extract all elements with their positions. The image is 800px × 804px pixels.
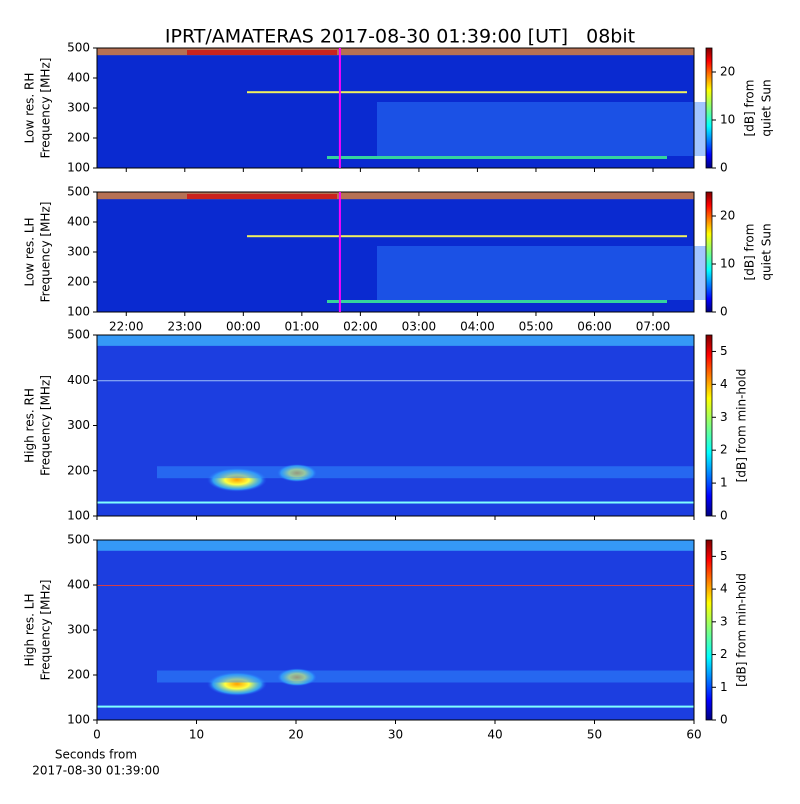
x-tick-label: 23:00 <box>167 320 202 334</box>
spectrogram-noise <box>247 91 687 94</box>
y-tick-label: 500 <box>67 185 90 199</box>
x-tick-label: 05:00 <box>519 320 554 334</box>
y-tick-label: 500 <box>67 328 90 342</box>
y-tick-label: 200 <box>67 668 90 682</box>
y-axis-label: Frequency [MHz] <box>39 58 53 159</box>
colorbar-label: [dB] from <box>743 80 757 137</box>
spectrogram-noise <box>97 380 694 382</box>
spectrogram-noise <box>377 246 707 300</box>
y-tick-label: 300 <box>67 101 90 115</box>
colorbar-tick-label: 5 <box>720 344 728 358</box>
y-axis-label: Low res. RH <box>23 73 37 144</box>
x-tick-label: 50 <box>587 728 602 742</box>
colorbar-tick-label: 1 <box>720 476 728 490</box>
spectrogram-noise <box>157 670 694 683</box>
y-tick-label: 400 <box>67 215 90 229</box>
y-tick-label: 200 <box>67 275 90 289</box>
x-tick-label: 04:00 <box>460 320 495 334</box>
colorbar-tick-label: 3 <box>720 614 728 628</box>
y-axis-label: Frequency [MHz] <box>39 202 53 303</box>
y-axis-label: Frequency [MHz] <box>39 375 53 476</box>
colorbar-tick-label: 3 <box>720 410 728 424</box>
y-tick-label: 100 <box>67 161 90 175</box>
x-tick-label: 07:00 <box>636 320 671 334</box>
y-tick-label: 300 <box>67 245 90 259</box>
x-tick-label: 01:00 <box>285 320 320 334</box>
x-axis-label: Seconds from <box>55 748 137 762</box>
y-tick-label: 100 <box>67 509 90 523</box>
y-tick-label: 500 <box>67 533 90 547</box>
colorbar <box>705 47 713 169</box>
spectrogram-noise <box>97 335 694 346</box>
colorbar-label: [dB] from min-hold <box>735 369 749 483</box>
spectrogram-noise <box>97 705 694 708</box>
x-tick-label: 03:00 <box>402 320 437 334</box>
colorbar-label: quiet Sun <box>760 223 774 280</box>
colorbar-tick-label: 5 <box>720 549 728 563</box>
y-tick-label: 100 <box>67 713 90 727</box>
y-tick-label: 400 <box>67 578 90 592</box>
colorbar-tick-label: 0 <box>720 509 728 523</box>
colorbar-tick-label: 4 <box>720 377 728 391</box>
colorbar-label: quiet Sun <box>760 79 774 136</box>
y-tick-label: 300 <box>67 418 90 432</box>
x-tick-label: 20 <box>288 728 303 742</box>
y-tick-label: 400 <box>67 71 90 85</box>
spectrogram-noise <box>327 300 667 303</box>
y-tick-label: 200 <box>67 131 90 145</box>
colorbar-label: [dB] from <box>743 224 757 281</box>
y-axis-label: Frequency [MHz] <box>39 580 53 681</box>
colorbar-tick-label: 0 <box>720 713 728 727</box>
spectrogram-noise <box>377 102 707 156</box>
y-tick-label: 300 <box>67 623 90 637</box>
spectrogram-noise <box>187 50 337 55</box>
spectrogram-noise <box>327 156 667 159</box>
x-tick-label: 22:00 <box>109 320 144 334</box>
x-tick-label: 02:00 <box>343 320 378 334</box>
spectrogram-noise <box>97 192 694 200</box>
colorbar-tick-label: 20 <box>720 65 735 79</box>
x-tick-label: 40 <box>487 728 502 742</box>
y-axis-label: Low res. LH <box>23 217 37 286</box>
spectrogram-noise <box>97 585 694 586</box>
y-axis-label: High res. LH <box>23 593 37 666</box>
x-tick-label: 30 <box>388 728 403 742</box>
spectrogram-noise <box>187 194 337 199</box>
x-tick-label: 10 <box>189 728 204 742</box>
colorbar-tick-label: 0 <box>720 305 728 319</box>
y-tick-label: 100 <box>67 305 90 319</box>
spectrogram <box>97 192 694 312</box>
y-tick-label: 500 <box>67 41 90 55</box>
colorbar-tick-label: 20 <box>720 209 735 223</box>
chart-title: IPRT/AMATERAS 2017-08-30 01:39:00 [UT] 0… <box>165 26 635 48</box>
spectrogram <box>97 540 694 720</box>
x-tick-label: 60 <box>686 728 701 742</box>
colorbar <box>705 334 713 517</box>
colorbar-tick-label: 2 <box>720 443 728 457</box>
colorbar-tick-label: 4 <box>720 582 728 596</box>
colorbar-tick-label: 10 <box>720 113 735 127</box>
x-tick-label: 0 <box>93 728 101 742</box>
spectrogram <box>97 335 694 516</box>
spectrogram-noise <box>97 48 694 56</box>
spectrogram-noise <box>97 540 694 551</box>
y-axis-label: High res. RH <box>23 388 37 463</box>
colorbar-tick-label: 2 <box>720 647 728 661</box>
colorbar <box>705 191 713 313</box>
y-tick-label: 200 <box>67 463 90 477</box>
spectrogram-noise <box>97 501 694 504</box>
x-tick-label: 00:00 <box>226 320 261 334</box>
spectrogram-noise <box>247 235 687 238</box>
spectrogram <box>97 48 694 168</box>
colorbar-tick-label: 10 <box>720 257 735 271</box>
colorbar-tick-label: 1 <box>720 680 728 694</box>
spectrogram-noise <box>157 466 694 479</box>
x-axis-label: 2017-08-30 01:39:00 <box>32 764 159 778</box>
x-tick-label: 06:00 <box>577 320 612 334</box>
y-tick-label: 400 <box>67 373 90 387</box>
colorbar-tick-label: 0 <box>720 161 728 175</box>
colorbar-label: [dB] from min-hold <box>735 573 749 687</box>
colorbar <box>705 539 713 721</box>
